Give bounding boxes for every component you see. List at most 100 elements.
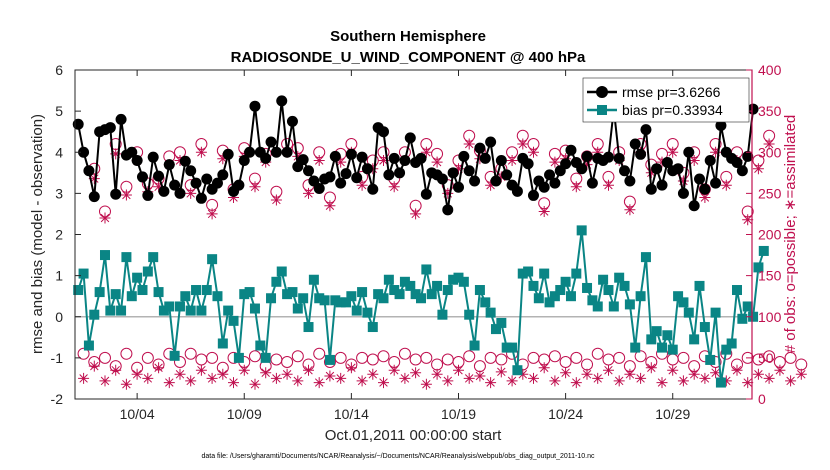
rmse-point [469,175,481,187]
obs-assimilated-point [228,377,239,389]
bias-point [249,303,260,314]
x-tick-label: 10/24 [548,406,583,422]
x-tick-label: 10/09 [227,406,262,422]
obs-assimilated-point [153,362,165,374]
obs-assimilated-point [699,192,711,203]
bias-point [276,266,287,277]
obs-assimilated-point [185,187,197,199]
obs-assimilated-point [763,372,775,384]
obs-assimilated-point [645,362,657,374]
obs-assimilated-point [763,138,775,150]
obs-assimilated-point [303,364,314,376]
rmse-point [222,148,234,160]
obs-assimilated-point [324,370,336,382]
obs-assimilated-point [485,377,497,389]
bias-point [582,282,593,293]
bias-point [373,289,384,300]
obs-assimilated-point [153,181,165,193]
rmse-point [742,150,754,162]
obs-assimilated-point [206,208,218,220]
bias-point [180,291,191,302]
obs-assimilated-point [420,378,432,390]
rmse-point [286,115,298,127]
obs-assimilated-point [667,364,679,376]
bias-point [496,317,507,328]
bias-point [673,291,684,302]
bias-point [346,291,357,302]
rmse-point [624,175,636,187]
obs-assimilated-point [731,364,743,376]
obs-assimilated-point [228,192,239,203]
obs-possible-point [313,347,326,360]
obs-assimilated-point [410,208,422,220]
bias-point [266,293,277,304]
bias-point [576,225,587,236]
bias-point [415,293,426,304]
obs-assimilated-point [131,368,143,380]
bias-point [651,326,662,337]
bias-point [748,311,759,322]
bias-point [635,291,646,302]
obs-assimilated-point [367,368,379,380]
obs-possible-point [366,353,379,366]
rmse-point [704,154,716,166]
bias-point [555,285,566,296]
bias-point [89,309,100,320]
obs-assimilated-point [677,175,689,187]
rmse-point [404,132,416,144]
bias-point [223,305,234,316]
obs-assimilated-point [313,377,325,389]
rmse-point [361,163,373,175]
bias-point [351,305,362,316]
rmse-point [656,179,668,191]
x-tick-label: 10/29 [655,406,690,422]
bias-point [410,289,421,300]
rmse-point [699,183,711,195]
rmse-point [527,189,539,201]
rmse-point [260,152,272,164]
rmse-point [329,150,341,162]
obs-assimilated-point [88,360,100,372]
chart-subtitle: RADIOSONDE_U_WIND_COMPONENT @ 400 hPa [231,49,586,66]
y-right-tick-label: 200 [758,227,782,243]
rmse-point [335,177,347,189]
rmse-point [72,118,84,130]
rmse-point [495,154,507,166]
bias-point [549,291,560,302]
bias-point [592,301,603,312]
rmse-point [356,151,368,163]
bias-point [721,344,732,355]
bias-point [646,334,657,345]
bias-point [239,289,250,300]
rmse-point [651,163,663,175]
bias-point [383,274,394,285]
rmse-point [211,177,223,189]
obs-assimilated-point [163,377,175,389]
obs-assimilated-point [313,155,325,166]
rmse-point [715,120,727,132]
bias-point [657,342,668,353]
obs-assimilated-point [356,375,368,387]
obs-assimilated-point [120,378,132,390]
bias-point [737,313,748,324]
y-tick-label: 0 [55,309,63,325]
bias-point [185,305,196,316]
bias-point [271,276,282,287]
rmse-point [104,122,116,134]
data-file-footer: data file: /Users/gharamti/Documents/NCA… [201,453,595,460]
obs-assimilated-point [324,200,336,212]
obs-possible-point [613,351,626,364]
rmse-point [351,172,363,184]
y-tick-label: -2 [51,391,64,407]
bias-point [448,274,459,285]
bias-point [255,340,266,351]
y-tick-label: 4 [55,144,63,160]
bias-point [319,295,330,306]
rmse-point [602,151,614,163]
obs-possible-point [173,355,186,368]
rmse-point [163,159,175,171]
rmse-point [511,185,523,197]
rmse-point [635,148,647,160]
y-right-tick-label: 400 [758,62,782,78]
